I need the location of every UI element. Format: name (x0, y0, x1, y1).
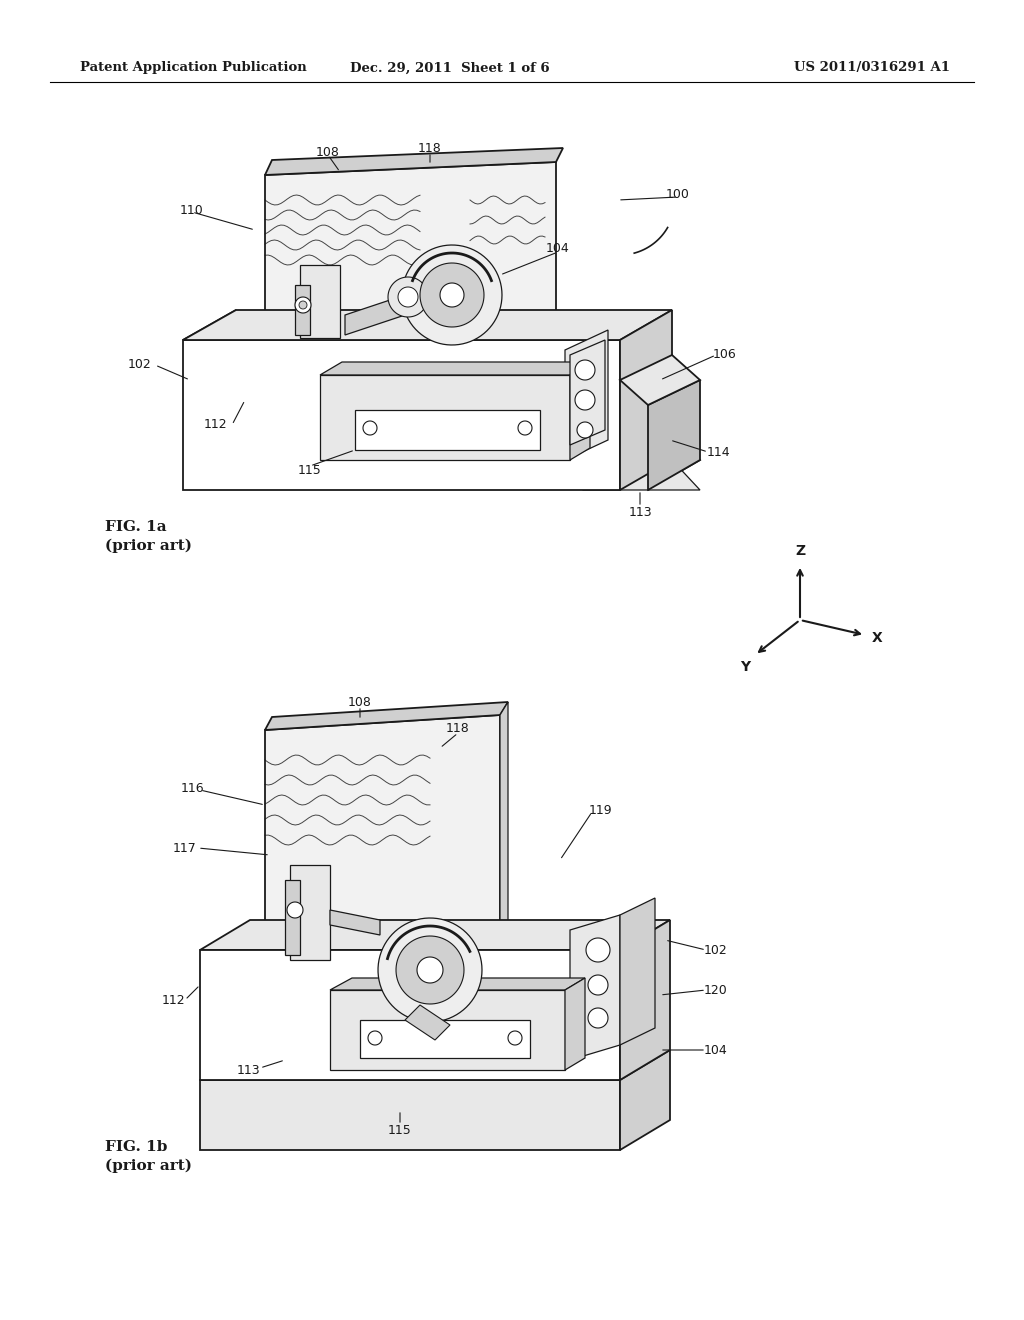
Text: 120: 120 (705, 983, 728, 997)
Polygon shape (417, 957, 443, 983)
Text: Y: Y (740, 660, 750, 675)
Polygon shape (402, 246, 502, 345)
Text: 104: 104 (546, 242, 570, 255)
Polygon shape (345, 294, 406, 335)
Polygon shape (265, 148, 563, 176)
Polygon shape (200, 920, 670, 950)
Polygon shape (570, 915, 620, 1060)
Text: 118: 118 (446, 722, 470, 734)
Text: 104: 104 (705, 1044, 728, 1056)
Polygon shape (295, 297, 311, 313)
Text: US 2011/0316291 A1: US 2011/0316291 A1 (794, 62, 950, 74)
Polygon shape (183, 310, 236, 341)
Polygon shape (319, 362, 590, 375)
Polygon shape (570, 341, 605, 445)
Polygon shape (555, 459, 700, 490)
Polygon shape (648, 380, 700, 490)
Polygon shape (355, 411, 540, 450)
Text: 108: 108 (316, 145, 340, 158)
Polygon shape (575, 360, 595, 380)
Polygon shape (500, 702, 508, 950)
Text: 106: 106 (713, 348, 737, 362)
Polygon shape (398, 286, 418, 308)
Polygon shape (378, 917, 482, 1022)
Polygon shape (565, 978, 585, 1071)
Polygon shape (265, 715, 500, 950)
Polygon shape (299, 301, 307, 309)
Polygon shape (368, 1031, 382, 1045)
Text: 116: 116 (180, 781, 204, 795)
Polygon shape (620, 898, 655, 1045)
Text: X: X (872, 631, 883, 645)
Polygon shape (620, 355, 700, 405)
Polygon shape (183, 310, 672, 341)
Text: Dec. 29, 2011  Sheet 1 of 6: Dec. 29, 2011 Sheet 1 of 6 (350, 62, 550, 74)
Polygon shape (518, 421, 532, 436)
Polygon shape (620, 1049, 670, 1150)
Polygon shape (362, 421, 377, 436)
Text: FIG. 1b
(prior art): FIG. 1b (prior art) (105, 1140, 193, 1173)
Text: FIG. 1a
(prior art): FIG. 1a (prior art) (105, 520, 193, 553)
Polygon shape (586, 939, 610, 962)
Polygon shape (330, 978, 585, 990)
Polygon shape (360, 1020, 530, 1059)
Polygon shape (295, 285, 310, 335)
Polygon shape (285, 880, 300, 954)
Polygon shape (565, 330, 608, 459)
Polygon shape (330, 990, 565, 1071)
Polygon shape (588, 975, 608, 995)
Text: 117: 117 (173, 842, 197, 854)
Polygon shape (420, 263, 484, 327)
Text: 113: 113 (628, 506, 652, 519)
Text: 102: 102 (128, 359, 152, 371)
Polygon shape (265, 162, 556, 341)
Polygon shape (588, 1008, 608, 1028)
Polygon shape (570, 362, 590, 459)
Polygon shape (508, 1031, 522, 1045)
Polygon shape (330, 909, 380, 935)
Polygon shape (200, 950, 620, 1080)
Polygon shape (300, 265, 340, 338)
Text: Z: Z (795, 544, 805, 558)
Text: 110: 110 (180, 203, 204, 216)
Text: 108: 108 (348, 696, 372, 709)
Text: 112: 112 (161, 994, 184, 1006)
Polygon shape (620, 920, 670, 1080)
Polygon shape (183, 341, 620, 490)
Polygon shape (290, 865, 330, 960)
Text: Patent Application Publication: Patent Application Publication (80, 62, 307, 74)
Polygon shape (388, 277, 428, 317)
Polygon shape (396, 936, 464, 1005)
Polygon shape (319, 375, 570, 459)
Text: 112: 112 (203, 418, 226, 432)
Polygon shape (265, 702, 508, 730)
Polygon shape (577, 422, 593, 438)
Polygon shape (406, 1005, 450, 1040)
Polygon shape (287, 902, 303, 917)
Polygon shape (200, 1080, 620, 1150)
Text: 119: 119 (588, 804, 611, 817)
Polygon shape (575, 389, 595, 411)
Text: 115: 115 (298, 463, 322, 477)
Text: 115: 115 (388, 1123, 412, 1137)
Polygon shape (620, 430, 700, 490)
Text: 118: 118 (418, 141, 442, 154)
Polygon shape (620, 310, 672, 490)
Text: 102: 102 (705, 944, 728, 957)
Text: 113: 113 (237, 1064, 260, 1077)
Text: 114: 114 (707, 446, 730, 458)
Text: 100: 100 (666, 189, 690, 202)
Polygon shape (440, 282, 464, 308)
